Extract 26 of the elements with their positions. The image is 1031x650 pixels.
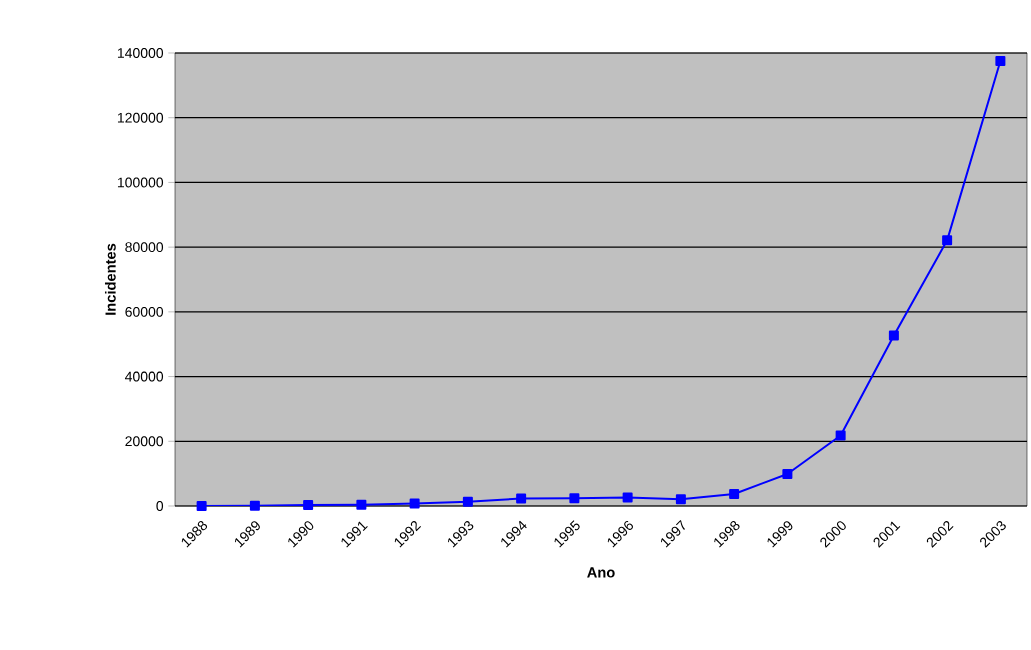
y-tick-label: 140000	[117, 48, 164, 58]
point	[462, 496, 473, 507]
point	[356, 499, 367, 510]
point	[675, 494, 686, 505]
point	[196, 501, 207, 511]
point	[516, 493, 527, 504]
point	[782, 468, 793, 479]
point	[622, 492, 633, 503]
y-tick-label: 40000	[125, 371, 164, 382]
point	[409, 498, 420, 509]
y-axis-title: Incidentes	[104, 243, 116, 315]
point	[888, 330, 899, 341]
y-tick-label: 20000	[125, 436, 164, 447]
y-tick-label: 120000	[117, 112, 164, 123]
point	[995, 56, 1006, 67]
point	[942, 235, 953, 246]
y-tick-label: 100000	[117, 177, 164, 188]
point	[729, 489, 740, 500]
point	[835, 430, 846, 441]
y-tick-label: 0	[156, 501, 164, 511]
y-tick-label: 80000	[125, 242, 164, 253]
point	[569, 493, 580, 504]
x-axis-title: Ano	[587, 567, 615, 578]
point	[249, 500, 260, 511]
y-tick-label: 60000	[125, 306, 164, 317]
point	[303, 500, 314, 511]
